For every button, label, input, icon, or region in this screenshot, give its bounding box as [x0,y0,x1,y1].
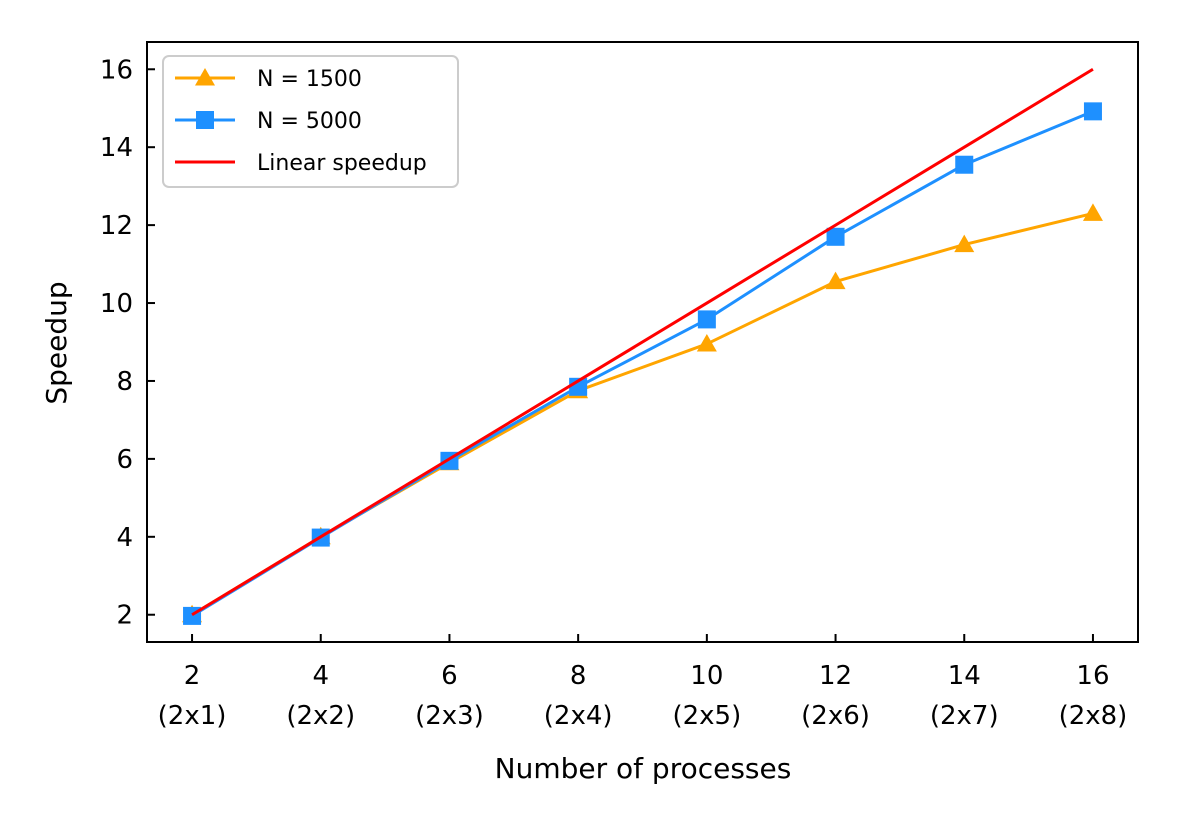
x-tick-sublabel: (2x5) [672,701,741,731]
x-tick-sublabel: (2x2) [286,701,355,731]
series-layer [182,67,1103,625]
y-tick-label: 12 [100,211,133,241]
x-tick-label: 14 [948,661,981,691]
legend: N = 1500 N = 5000 Linear speedup [162,55,459,188]
y-tick-label: 6 [116,445,133,475]
legend-entry: N = 5000 [175,109,362,134]
data-point [955,155,974,174]
data-point [1082,203,1103,221]
y-tick-label: 14 [100,133,133,163]
x-tick-sublabel: (2x3) [415,701,484,731]
data-point [826,227,845,246]
x-tick-sublabel: (2x6) [801,701,870,731]
legend-label: N = 1500 [257,67,362,92]
x-tick-label: 16 [1076,661,1109,691]
series-line [191,67,1094,617]
y-tick-label: 16 [100,55,133,85]
x-tick-sublabel: (2x1) [158,701,227,731]
legend-marker [195,68,215,86]
y-tick-label: 4 [116,523,133,553]
axes-layer: 2 (2x1) 4 (2x2) 6 (2x3) 8 (2x4) 10 (2x5) 12 (2x6) 14… [100,55,1127,731]
data-point [825,271,846,290]
x-tick-label: 2 [184,661,201,691]
y-tick-label: 10 [100,289,133,319]
plot-frame [146,41,1139,643]
x-tick-label: 10 [690,661,723,691]
x-tick-sublabel: (2x8) [1059,701,1128,731]
legend-box [162,55,459,188]
x-tick-sublabel: (2x4) [544,701,613,731]
data-point [696,333,717,352]
series-2 [191,67,1094,617]
y-tick-label: 8 [116,367,133,397]
series-0 [182,203,1103,623]
data-point [954,234,975,253]
x-tick-label: 12 [819,661,852,691]
legend-label: N = 5000 [257,109,362,134]
y-tick-label: 2 [116,601,133,631]
legend-entry: N = 1500 [175,67,362,92]
x-axis-label: Number of processes [495,752,792,785]
data-point [1083,102,1102,121]
x-tick-label: 8 [570,661,587,691]
legend-marker [196,111,214,129]
data-point [697,310,716,329]
legend-entry: Linear speedup [175,151,427,176]
plot-frame-layer [146,41,1139,643]
legend-label: Linear speedup [257,151,427,176]
x-tick-label: 6 [441,661,458,691]
series-line [191,211,1094,617]
y-axis-label: Speedup [40,281,73,404]
x-tick-label: 4 [312,661,329,691]
x-tick-sublabel: (2x7) [930,701,999,731]
